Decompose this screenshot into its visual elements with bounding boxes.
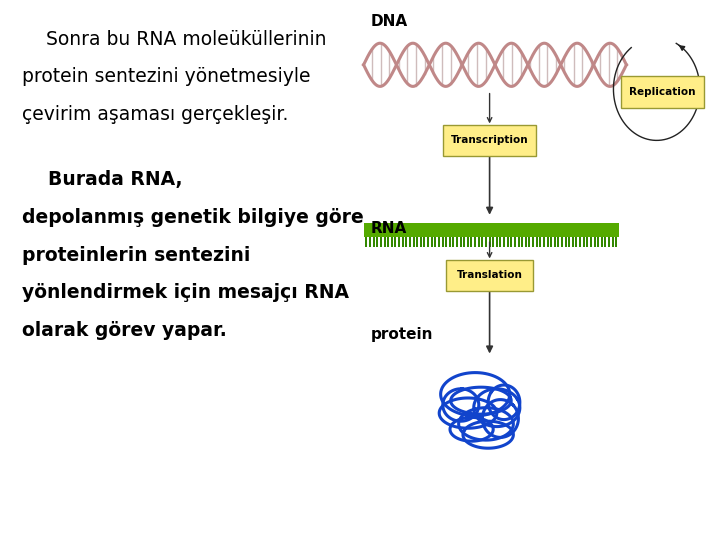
Bar [496,237,498,247]
Bar [579,237,581,247]
Bar [434,237,436,247]
Bar [582,237,585,247]
Bar [456,237,458,247]
Bar [550,237,552,247]
Bar [420,237,422,247]
Bar [532,237,534,247]
Text: DNA: DNA [371,14,408,29]
FancyBboxPatch shape [443,125,536,156]
Bar [612,237,613,247]
Bar [546,237,549,247]
Bar [564,237,567,247]
Text: olarak görev yapar.: olarak görev yapar. [22,321,226,340]
Bar [568,237,570,247]
Bar [416,237,418,247]
Bar [597,237,599,247]
Bar [373,237,374,247]
Bar [575,237,577,247]
Text: depolanmış genetik bilgiye göre: depolanmış genetik bilgiye göre [22,208,364,227]
Bar [427,237,429,247]
Bar [554,237,556,247]
Bar [413,237,415,247]
Bar [605,237,606,247]
Bar [402,237,404,247]
Bar [387,237,390,247]
Bar [616,237,617,247]
Text: Burada RNA,: Burada RNA, [22,170,182,189]
Bar [500,237,501,247]
Text: Transcription: Transcription [451,136,528,145]
Bar [528,237,531,247]
Bar [409,237,411,247]
Bar [492,237,494,247]
Bar [380,237,382,247]
Bar [608,237,610,247]
Bar [482,237,483,247]
Text: RNA: RNA [371,221,407,237]
Bar [507,237,509,247]
Bar [463,237,465,247]
Bar [600,237,603,247]
Text: Replication: Replication [629,87,696,97]
Bar [467,237,469,247]
Bar [423,237,426,247]
Bar [539,237,541,247]
Text: proteinlerin sentezini: proteinlerin sentezini [22,246,250,265]
Bar [431,237,433,247]
Bar [525,237,527,247]
Bar [586,237,588,247]
Bar [377,237,378,247]
Bar [572,237,574,247]
Bar [514,237,516,247]
FancyBboxPatch shape [446,260,533,291]
Text: Sonra bu RNA moleüküllerinin: Sonra bu RNA moleüküllerinin [22,30,326,49]
Bar [590,237,592,247]
Bar [405,237,408,247]
Text: Translation: Translation [456,271,523,280]
Text: çevirim aşaması gerçekleşir.: çevirim aşaması gerçekleşir. [22,105,288,124]
Bar [441,237,444,247]
Bar [459,237,462,247]
Bar [449,237,451,247]
FancyBboxPatch shape [621,76,704,108]
Bar [521,237,523,247]
Bar [438,237,440,247]
Bar [593,237,595,247]
Bar [366,237,367,247]
Bar [557,237,559,247]
Bar [503,237,505,247]
Bar [391,237,393,247]
Bar [536,237,538,247]
Bar [364,223,619,237]
Bar [384,237,386,247]
Text: protein sentezini yönetmesiyle: protein sentezini yönetmesiyle [22,68,310,86]
Bar [489,237,490,247]
Bar [561,237,563,247]
Bar [445,237,447,247]
Bar [510,237,513,247]
Text: protein: protein [371,327,433,342]
Bar [398,237,400,247]
Bar [518,237,520,247]
Bar [395,237,397,247]
Bar [470,237,472,247]
Bar [543,237,545,247]
Bar [478,237,480,247]
Bar [485,237,487,247]
Bar [452,237,454,247]
Text: yönlendirmek için mesajçı RNA: yönlendirmek için mesajçı RNA [22,284,348,302]
Bar [474,237,476,247]
Bar [369,237,371,247]
